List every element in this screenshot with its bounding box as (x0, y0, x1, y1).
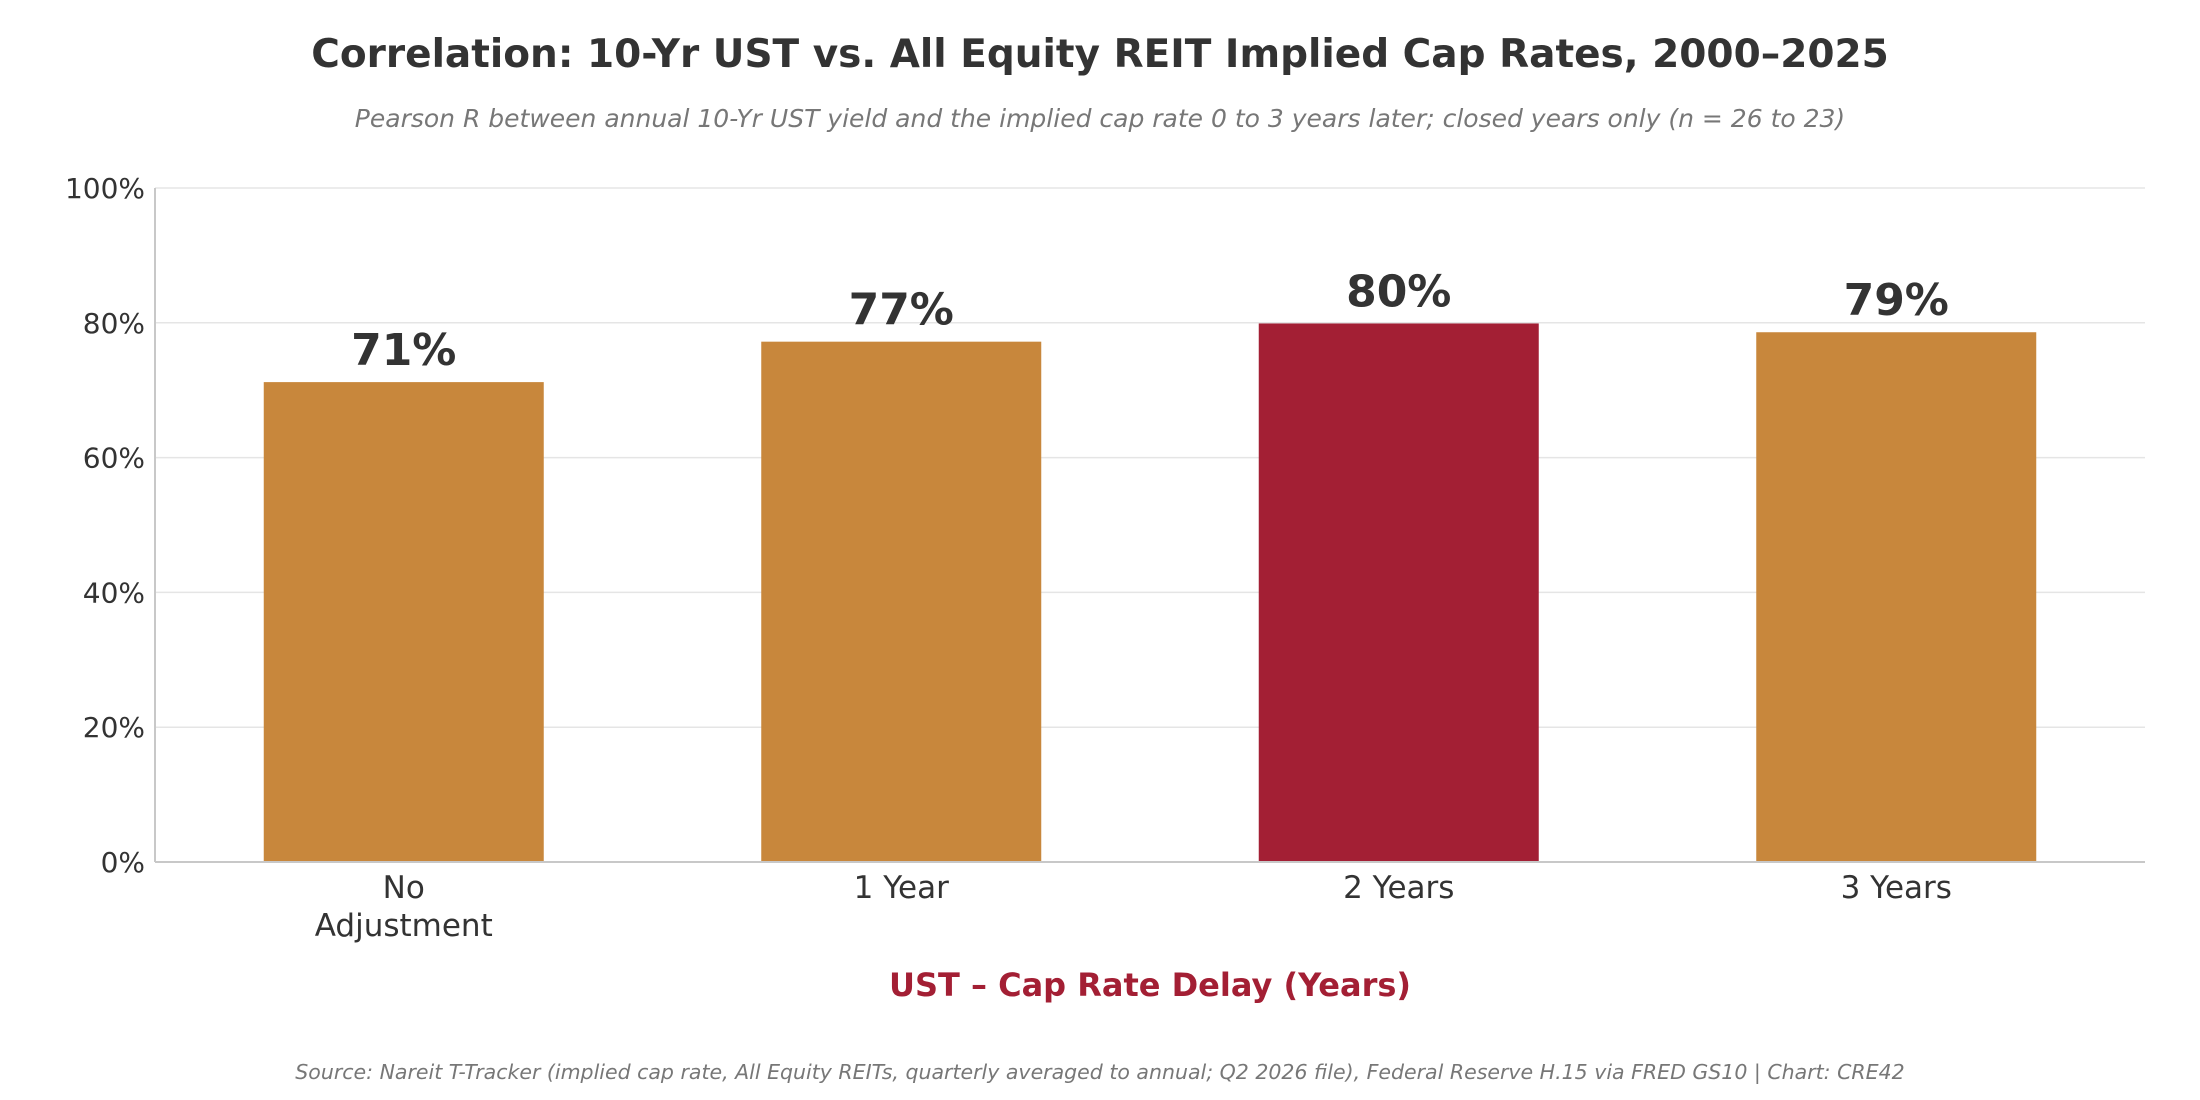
y-tick-label: 0% (101, 846, 145, 879)
source-note: Source: Nareit T-Tracker (implied cap ra… (295, 1060, 1905, 1084)
bar (263, 382, 544, 862)
labels: 0% 20% 40% 60% 80% 100% 71% No Adjustment 77% 1 Ye… (65, 172, 1952, 944)
data-label: 71% (351, 325, 456, 376)
chart-subtitle: Pearson R between annual 10-Yr UST yield… (354, 104, 1846, 133)
x-tick-label: 2 Years (1343, 870, 1454, 906)
bar (1756, 332, 2037, 863)
x-tick-label-line: No (383, 870, 425, 906)
data-label: 79% (1844, 275, 1949, 326)
x-tick-label-line: 3 Years (1841, 870, 1952, 906)
bars (263, 323, 2037, 863)
y-tick-label: 60% (83, 442, 145, 475)
y-tick-label: 40% (83, 576, 145, 609)
x-tick-label-line: 2 Years (1343, 870, 1454, 906)
axes (154, 188, 2145, 863)
bar (1258, 323, 1539, 862)
x-tick-label: 1 Year (854, 870, 949, 906)
data-label: 80% (1346, 266, 1451, 317)
x-tick-label: 3 Years (1841, 870, 1952, 906)
x-tick-label: No Adjustment (315, 870, 493, 944)
y-tick-label: 20% (83, 711, 145, 744)
y-tick-label: 80% (83, 307, 145, 340)
bar (761, 341, 1042, 862)
data-label: 77% (849, 285, 954, 336)
chart-title: Correlation: 10-Yr UST vs. All Equity RE… (311, 32, 1889, 77)
x-tick-label-line: Adjustment (315, 908, 493, 944)
y-tick-label: 100% (65, 172, 145, 205)
x-axis-label: UST – Cap Rate Delay (Years) (889, 966, 1411, 1004)
x-tick-label-line: 1 Year (854, 870, 949, 906)
